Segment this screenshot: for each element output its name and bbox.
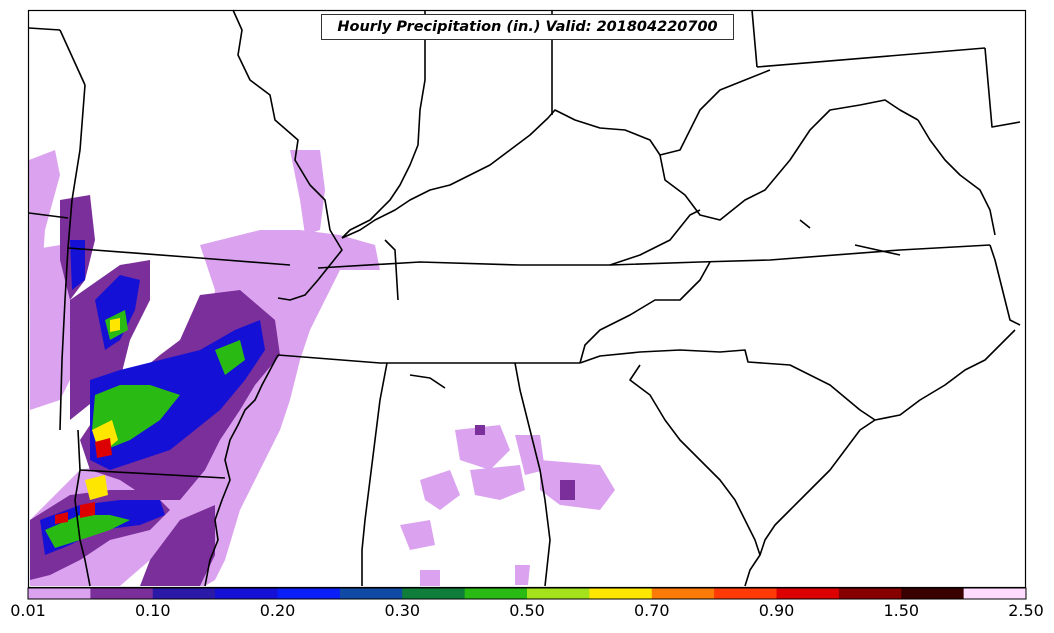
colorbar-segment [651, 588, 715, 599]
colorbar-segment [402, 588, 466, 599]
precip-yellow-areas [85, 318, 120, 500]
precip-red-areas [55, 438, 112, 524]
colorbar-tick-label: 0.20 [259, 601, 296, 620]
colorbar-segment [527, 588, 590, 599]
colorbar-segment [776, 588, 840, 599]
colorbar-segment [714, 588, 777, 599]
colorbar-segment [215, 588, 278, 599]
colorbar-segment [152, 588, 216, 599]
colorbar-segment [90, 588, 154, 599]
colorbar-segment [589, 588, 653, 599]
colorbar-tick-label: 2.50 [1008, 601, 1044, 620]
colorbar-segment [339, 588, 403, 599]
colorbar-tick-label: 0.50 [509, 601, 545, 620]
colorbar-segment [838, 588, 902, 599]
colorbar-segment [277, 588, 341, 599]
colorbar-tick-label: 1.50 [883, 601, 920, 620]
state-boundaries [28, 9, 1021, 587]
colorbar-tick-label: 0.90 [758, 601, 795, 620]
colorbar-segment [464, 588, 528, 599]
colorbar [27, 587, 1027, 600]
colorbar-tick-label: 0.70 [633, 601, 670, 620]
colorbar-tick-label: 0.10 [134, 601, 171, 620]
colorbar-segment [901, 588, 965, 599]
colorbar-segment [963, 588, 1027, 599]
colorbar-tick-label: 0.30 [384, 601, 421, 620]
colorbar-segment [28, 588, 91, 599]
map-title: Hourly Precipitation (in.) Valid: 201804… [321, 14, 734, 40]
colorbar-border [27, 587, 1027, 600]
colorbar-tick-label: 0.01 [10, 601, 46, 620]
